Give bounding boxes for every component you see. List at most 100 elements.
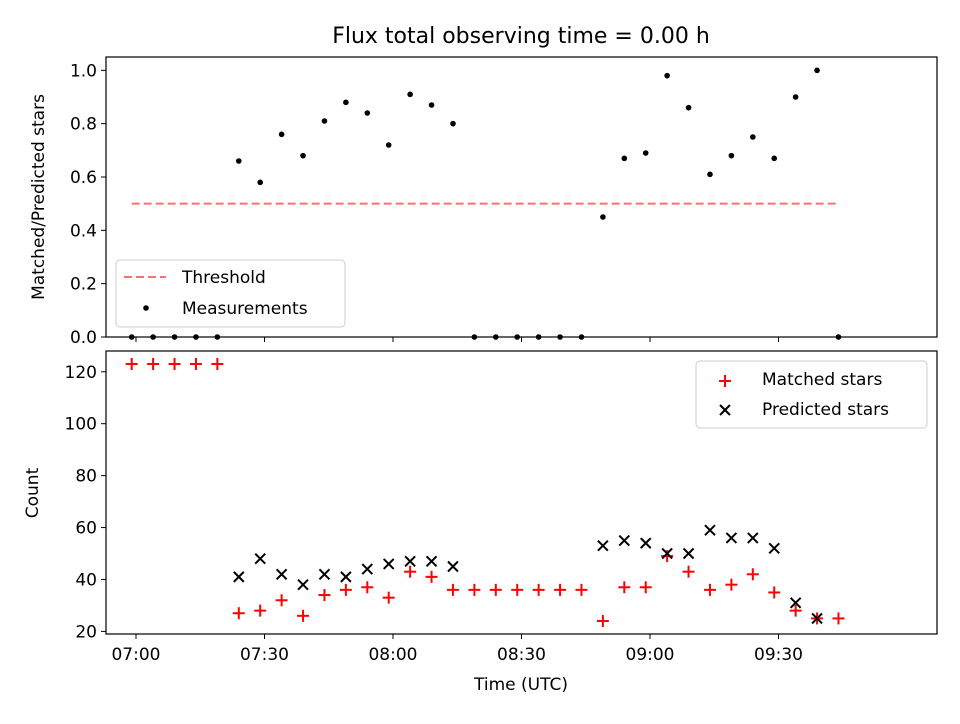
matched-star-point xyxy=(254,604,267,617)
top-legend: Threshold Measurements xyxy=(115,259,346,328)
predicted-star-point xyxy=(447,560,459,573)
predicted-star-point xyxy=(725,532,738,544)
measurement-point xyxy=(235,158,242,164)
top-y-tick-label: 0.6 xyxy=(70,168,97,188)
predicted-star-point xyxy=(254,552,266,565)
x-tick-label: 09:00 xyxy=(626,645,675,665)
top-y-axis-label: Matched/Predicted stars xyxy=(29,94,49,300)
bottom-y-ticks: 20 40 60 80 100 120 xyxy=(65,363,106,642)
matched-star-point xyxy=(425,570,438,583)
predicted-star-point xyxy=(318,568,331,580)
legend-matched-label: Matched stars xyxy=(762,370,882,390)
matched-star-point xyxy=(575,583,588,596)
predicted-star-point xyxy=(661,547,673,560)
legend-matched-swatch xyxy=(719,375,731,387)
top-legend-box xyxy=(115,259,346,328)
top-y-tick-label: 0.8 xyxy=(70,115,97,135)
matched-star-point xyxy=(596,615,609,628)
matched-star-point xyxy=(211,357,224,370)
matched-star-point xyxy=(832,612,845,625)
matched-star-point xyxy=(404,565,417,578)
measurement-point xyxy=(257,179,264,186)
figure-title: Flux total observing time = 0.00 h xyxy=(332,24,710,49)
top-plot-area xyxy=(128,67,842,340)
predicted-star-point xyxy=(747,532,759,544)
legend-predicted-label: Predicted stars xyxy=(762,400,889,420)
measurement-point xyxy=(707,171,713,178)
legend-threshold-label: Threshold xyxy=(181,268,266,288)
matched-star-point xyxy=(532,583,545,596)
matched-star-point xyxy=(703,583,716,596)
predicted-star-point xyxy=(597,540,609,552)
measurement-point xyxy=(642,150,649,156)
measurement-point xyxy=(343,99,349,106)
matched-star-point xyxy=(468,583,481,596)
bottom-x-ticks: 07:00 07:30 08:00 08:30 09:00 09:30 xyxy=(111,634,803,665)
matched-star-point xyxy=(768,586,781,599)
matched-star-point xyxy=(318,589,331,602)
matched-star-point xyxy=(382,591,395,604)
measurement-point xyxy=(814,67,820,74)
bottom-y-tick-label: 40 xyxy=(75,570,97,590)
matched-star-point xyxy=(168,357,181,370)
legend-predicted-swatch xyxy=(719,404,731,416)
predicted-star-point xyxy=(340,571,352,583)
predicted-star-point xyxy=(618,534,631,547)
matched-star-point xyxy=(789,604,802,617)
predicted-star-point xyxy=(361,563,374,575)
predicted-star-point xyxy=(297,578,309,591)
bottom-y-tick-label: 20 xyxy=(75,622,97,642)
measurement-point xyxy=(685,104,692,111)
legend-measurements-label: Measurements xyxy=(182,299,308,319)
matched-star-point xyxy=(275,594,288,607)
top-panel: 0.0 0.2 0.4 0.6 0.8 1.0 Matched/Predicted sta… xyxy=(29,56,938,348)
measurement-point xyxy=(771,155,778,162)
top-y-tick-label: 0.4 xyxy=(70,221,97,241)
measurement-point xyxy=(728,152,735,159)
x-tick-label: 08:00 xyxy=(368,645,417,665)
matched-star-point xyxy=(725,578,738,591)
matched-star-point xyxy=(147,357,160,370)
bottom-legend-box xyxy=(695,360,928,429)
top-y-tick-label: 1.0 xyxy=(70,61,97,81)
matched-star-point xyxy=(297,609,310,622)
top-x-ticks xyxy=(135,337,780,342)
matched-star-point xyxy=(446,583,459,596)
measurement-point xyxy=(450,120,456,127)
predicted-star-point xyxy=(404,555,416,568)
matched-star-point xyxy=(682,565,695,578)
measurement-point xyxy=(278,131,285,138)
measurement-point xyxy=(428,102,435,108)
predicted-star-point xyxy=(768,542,780,555)
matched-star-point xyxy=(189,357,202,370)
measurement-point xyxy=(300,152,306,159)
predicted-star-point xyxy=(640,537,652,549)
bottom-y-tick-label: 60 xyxy=(75,519,97,539)
x-tick-label: 07:30 xyxy=(240,645,289,665)
matched-star-point xyxy=(125,357,138,370)
matched-star-point xyxy=(554,583,567,596)
bottom-legend: Matched stars Predicted stars xyxy=(695,360,928,429)
predicted-star-point xyxy=(704,524,716,536)
predicted-star-point xyxy=(789,597,802,609)
predicted-star-point xyxy=(275,568,288,580)
predicted-star-point xyxy=(383,558,395,570)
matched-star-point xyxy=(618,581,631,594)
bottom-plot-area xyxy=(125,357,845,628)
matched-star-point xyxy=(232,607,245,620)
matched-star-point xyxy=(746,568,759,581)
top-y-tick-label: 0.2 xyxy=(70,275,97,295)
measurement-point xyxy=(407,91,413,98)
measurement-point xyxy=(664,72,670,79)
bottom-y-tick-label: 100 xyxy=(65,415,97,435)
x-tick-label: 09:30 xyxy=(754,645,803,665)
matched-star-point xyxy=(489,583,502,596)
x-axis-label: Time (UTC) xyxy=(473,675,568,695)
bottom-y-tick-label: 80 xyxy=(75,467,97,487)
x-tick-label: 08:30 xyxy=(497,645,546,665)
measurement-point xyxy=(792,94,799,100)
bottom-y-tick-label: 120 xyxy=(65,363,97,383)
top-y-tick-label: 0.0 xyxy=(70,328,97,348)
matched-star-point xyxy=(511,583,524,596)
measurement-point xyxy=(385,142,392,148)
